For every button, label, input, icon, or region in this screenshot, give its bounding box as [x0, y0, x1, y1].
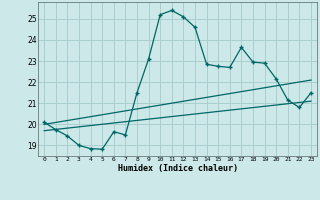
X-axis label: Humidex (Indice chaleur): Humidex (Indice chaleur)	[118, 164, 238, 173]
